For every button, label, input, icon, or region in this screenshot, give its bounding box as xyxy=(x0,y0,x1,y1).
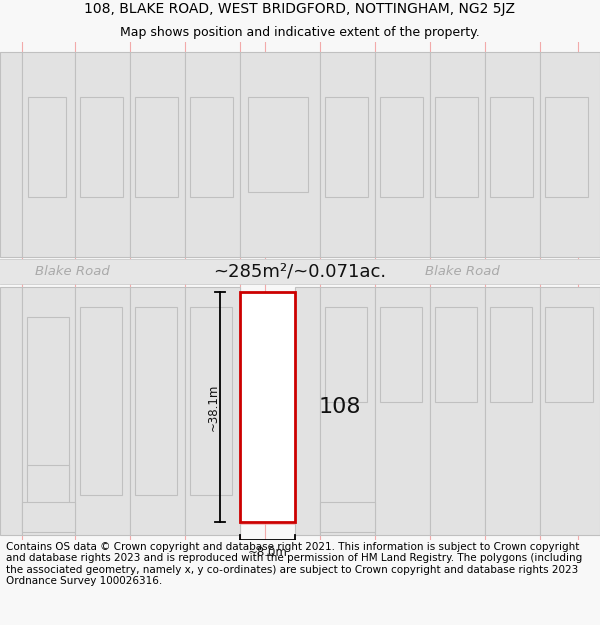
Bar xyxy=(380,97,423,197)
Bar xyxy=(380,307,422,402)
Bar xyxy=(540,287,600,535)
Bar xyxy=(240,52,320,257)
Text: 108, BLAKE ROAD, WEST BRIDGFORD, NOTTINGHAM, NG2 5JZ: 108, BLAKE ROAD, WEST BRIDGFORD, NOTTING… xyxy=(85,2,515,16)
Bar xyxy=(248,97,308,192)
Bar xyxy=(27,317,69,485)
Bar xyxy=(430,52,485,257)
Bar xyxy=(435,97,478,197)
Bar xyxy=(75,52,130,257)
Bar xyxy=(375,52,430,257)
Text: ~38.1m: ~38.1m xyxy=(206,383,220,431)
Bar xyxy=(27,465,69,520)
Bar xyxy=(485,52,540,257)
Bar xyxy=(485,287,540,535)
Text: Blake Road: Blake Road xyxy=(35,265,109,278)
Bar xyxy=(0,287,22,535)
Bar xyxy=(135,97,178,197)
Bar xyxy=(75,287,130,535)
Bar xyxy=(325,97,368,197)
Bar xyxy=(80,307,122,495)
Bar xyxy=(490,307,532,402)
Bar xyxy=(240,292,295,522)
Bar xyxy=(0,52,22,257)
Bar xyxy=(320,502,375,532)
Bar xyxy=(185,287,240,535)
Bar xyxy=(135,307,177,495)
Bar xyxy=(430,287,485,535)
Bar xyxy=(320,52,375,257)
Bar xyxy=(0,259,600,284)
Text: Map shows position and indicative extent of the property.: Map shows position and indicative extent… xyxy=(120,26,480,39)
Bar xyxy=(375,287,430,535)
Text: ~8.0m: ~8.0m xyxy=(248,546,287,559)
Bar xyxy=(22,52,75,257)
Bar xyxy=(130,287,185,535)
Bar xyxy=(185,52,240,257)
Bar xyxy=(320,287,375,535)
Text: Contains OS data © Crown copyright and database right 2021. This information is : Contains OS data © Crown copyright and d… xyxy=(6,542,582,586)
Bar xyxy=(190,307,232,495)
Bar xyxy=(22,502,75,532)
Bar xyxy=(295,287,320,535)
Bar xyxy=(190,97,233,197)
Bar xyxy=(435,307,477,402)
Bar xyxy=(490,97,533,197)
Bar xyxy=(130,52,185,257)
Bar xyxy=(545,97,588,197)
Bar xyxy=(80,97,123,197)
Bar xyxy=(540,52,600,257)
Text: 108: 108 xyxy=(319,397,361,417)
Text: ~285m²/~0.071ac.: ~285m²/~0.071ac. xyxy=(214,262,386,281)
Bar xyxy=(22,287,75,535)
Bar xyxy=(545,307,593,402)
Bar xyxy=(28,97,66,197)
Bar xyxy=(325,307,367,402)
Text: Blake Road: Blake Road xyxy=(425,265,499,278)
